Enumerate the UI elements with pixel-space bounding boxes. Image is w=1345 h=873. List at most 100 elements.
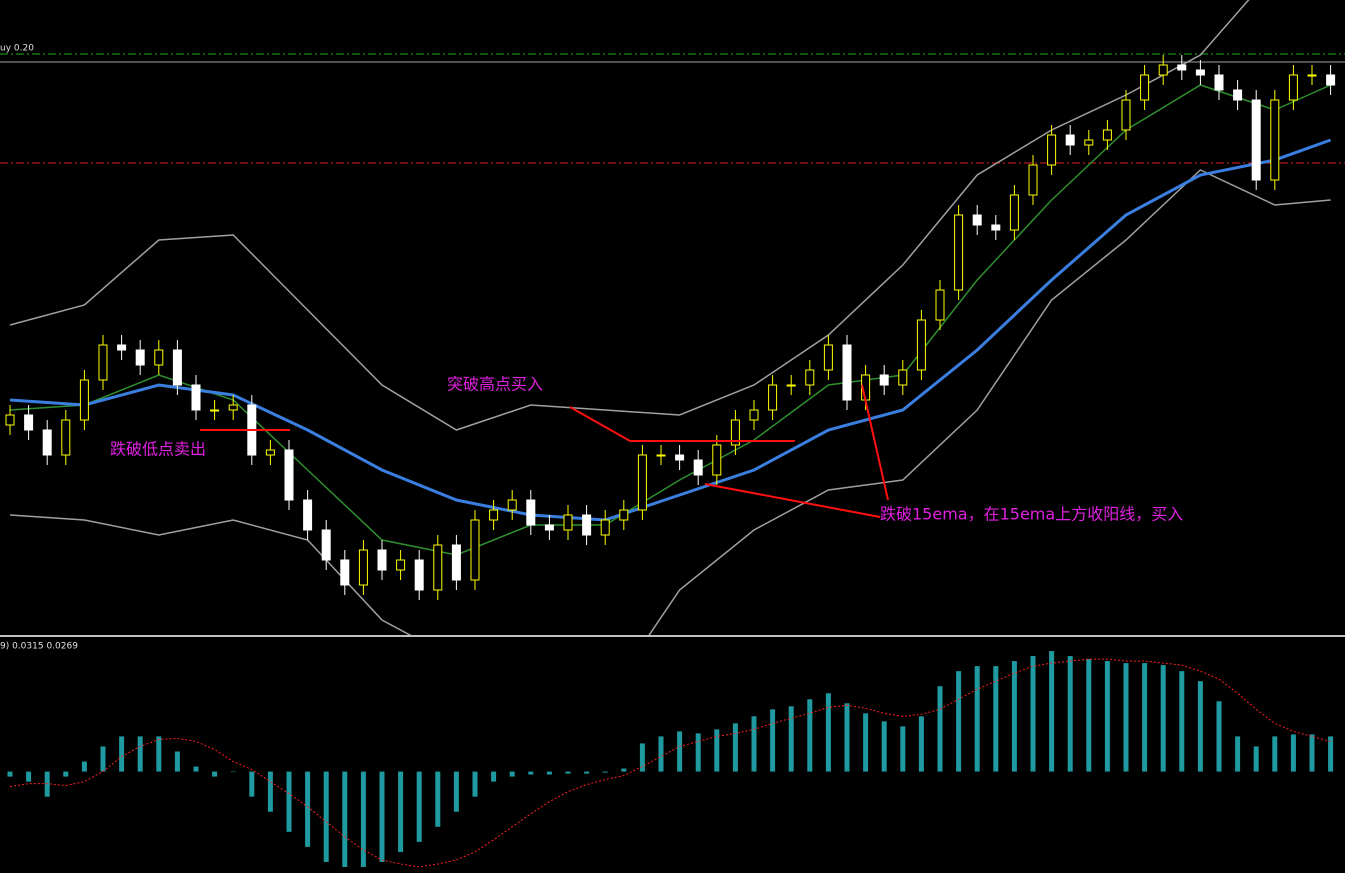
macd-bar <box>1328 736 1334 772</box>
candle-body <box>1177 64 1187 71</box>
macd-bar <box>974 666 980 772</box>
candle-body <box>1270 99 1280 181</box>
macd-bar <box>1030 656 1036 772</box>
macd-bar <box>26 771 32 782</box>
candle-body <box>786 384 796 387</box>
macd-bar <box>174 751 180 772</box>
macd-bar <box>416 771 422 842</box>
candle-body <box>1307 74 1317 77</box>
candle-body <box>954 214 964 291</box>
macd-bar <box>1290 734 1296 772</box>
candle-body <box>489 509 499 521</box>
macd-bar <box>1142 663 1148 772</box>
candle-body <box>1233 89 1243 101</box>
candle-body <box>1251 99 1261 181</box>
candle-body <box>768 384 778 411</box>
macd-bar <box>1067 656 1073 772</box>
candle-body <box>135 349 145 366</box>
candle-body <box>1084 139 1094 146</box>
candle-body <box>24 414 34 431</box>
candle-body <box>1195 69 1205 76</box>
candle-body <box>898 369 908 386</box>
macd-bar <box>695 733 701 772</box>
macd-bar <box>1049 651 1055 772</box>
macd-bar <box>1086 659 1092 772</box>
candle-body <box>358 549 368 586</box>
candle-body <box>1047 134 1057 166</box>
candle-body <box>507 499 517 511</box>
candle-body <box>1121 99 1131 131</box>
candle-body <box>228 404 238 411</box>
candle-body <box>619 509 629 521</box>
macd-bar <box>677 731 683 772</box>
pointer <box>704 483 881 518</box>
macd-bar <box>658 736 664 772</box>
macd-bar <box>1179 671 1185 772</box>
pointer <box>569 406 631 442</box>
macd-bar <box>453 771 459 812</box>
candle-body <box>1102 129 1112 141</box>
macd-bar <box>1197 681 1203 772</box>
macd-bar <box>807 699 813 772</box>
candle-body <box>98 344 108 381</box>
candle-body <box>1288 74 1298 101</box>
candle-body <box>656 454 666 457</box>
macd-bar <box>621 768 627 772</box>
candle-body <box>154 349 164 366</box>
macd-bar <box>1104 661 1110 772</box>
macd-bar <box>119 736 125 772</box>
candle-body <box>79 379 89 421</box>
macd-bar <box>230 771 236 773</box>
macd-bar <box>137 736 143 772</box>
pointer <box>861 384 889 501</box>
macd-bar <box>528 771 534 775</box>
candle-body <box>916 319 926 371</box>
macd-bar <box>305 771 311 847</box>
macd-bar <box>212 771 218 777</box>
candle-body <box>544 524 554 531</box>
macd-bar <box>714 729 720 772</box>
position-label: uy 0.20 <box>0 44 34 54</box>
macd-bar <box>1235 736 1241 772</box>
candle-body <box>396 559 406 571</box>
macd-bar <box>342 771 348 867</box>
candle-body <box>470 519 480 581</box>
macd-bar <box>435 771 441 827</box>
candle-body <box>377 549 387 571</box>
candle-body <box>1158 64 1168 76</box>
annotation: 跌破15ema，在15ema上方收阳线，买入 <box>880 505 1183 524</box>
macd-bar <box>323 771 329 862</box>
candle-body <box>117 344 127 351</box>
macd-bar <box>1309 734 1315 772</box>
annotation: 跌破低点卖出 <box>110 440 206 459</box>
candle-body <box>1214 74 1224 91</box>
macd-bar <box>639 743 645 772</box>
candle-body <box>637 454 647 511</box>
macd-bar <box>565 771 571 774</box>
candle-body <box>1326 74 1336 86</box>
candle-body <box>265 449 275 456</box>
candle-body <box>1065 134 1075 146</box>
macd-bar <box>900 726 906 772</box>
candle-body <box>1009 194 1019 231</box>
candle-body <box>972 214 982 226</box>
candle-body <box>600 519 610 536</box>
candle-body <box>823 344 833 371</box>
macd-bar <box>937 686 943 772</box>
macd-bar <box>602 771 608 773</box>
candle-body <box>5 414 15 426</box>
candle-body <box>712 444 722 476</box>
candle-body <box>749 409 759 421</box>
macd-bar <box>398 771 404 852</box>
candle-body <box>991 224 1001 231</box>
candle-body <box>210 409 220 412</box>
candle-body <box>433 544 443 591</box>
macd-bar <box>63 771 69 777</box>
candle-body <box>805 369 815 386</box>
macd-bar <box>472 771 478 797</box>
macd-bar <box>788 706 794 772</box>
macd-bar <box>379 771 385 862</box>
candle-body <box>172 349 182 386</box>
